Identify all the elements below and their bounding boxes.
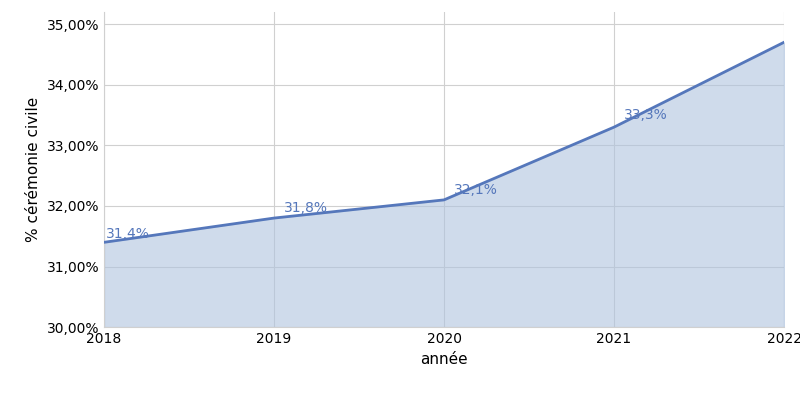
Y-axis label: % cérémonie civile: % cérémonie civile bbox=[26, 97, 41, 242]
X-axis label: année: année bbox=[420, 352, 468, 367]
Text: 31,8%: 31,8% bbox=[284, 201, 328, 215]
Text: 31,4%: 31,4% bbox=[106, 227, 150, 241]
Text: 32,1%: 32,1% bbox=[454, 183, 498, 197]
Text: 33,3%: 33,3% bbox=[624, 108, 668, 122]
